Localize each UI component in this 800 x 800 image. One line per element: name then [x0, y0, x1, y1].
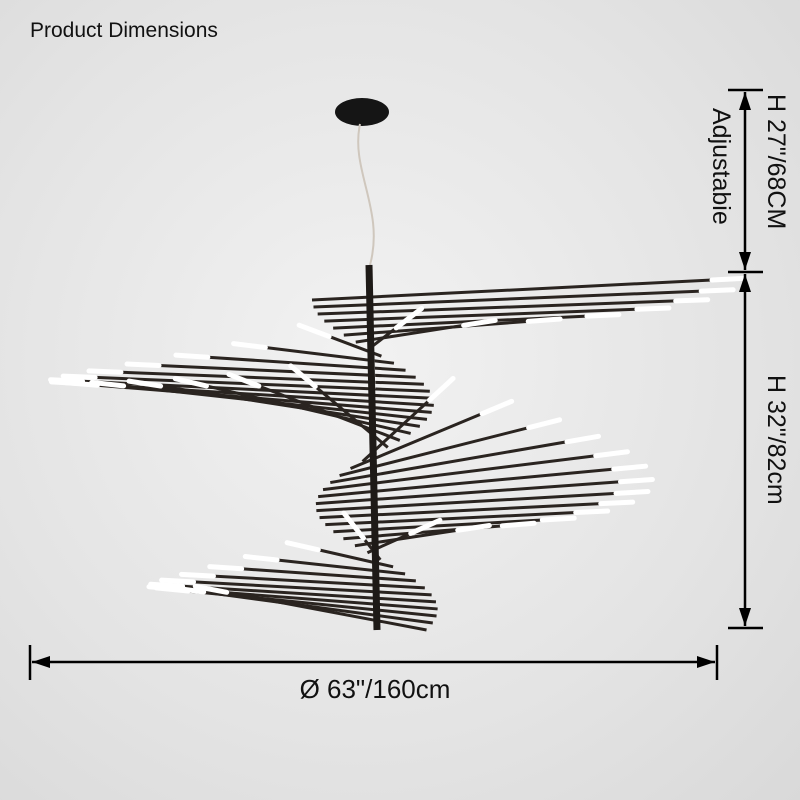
arrowheads: [32, 92, 751, 668]
chandelier-arms: [48, 275, 747, 632]
chandelier-arm: [120, 370, 424, 386]
led-light-tube: [288, 363, 318, 389]
led-light-tube: [148, 581, 186, 589]
led-light-tube: [584, 312, 622, 319]
chandelier-arm: [318, 467, 614, 499]
led-light-tube: [526, 417, 563, 431]
led-light-tube: [634, 305, 672, 312]
chandelier-arm: [324, 307, 637, 323]
led-light-tube: [172, 376, 209, 389]
chandelier-arm: [311, 278, 713, 302]
led-light-tube: [673, 297, 711, 304]
chandelier-arm: [276, 558, 406, 576]
led-light-tube: [226, 371, 262, 389]
chandelier-arm: [317, 299, 676, 316]
chandelier-arm: [206, 384, 411, 435]
led-light-tube: [179, 571, 216, 579]
led-light-tube: [159, 577, 197, 585]
led-light-tube: [169, 585, 207, 595]
chandelier-arm: [333, 518, 543, 534]
led-light-tube: [284, 540, 321, 553]
body-height-label: H 32"/82cm: [762, 375, 790, 505]
led-light-tube: [709, 275, 747, 283]
chandelier-arm: [213, 574, 425, 590]
led-light-tube: [461, 317, 498, 328]
chandelier-arm: [317, 548, 394, 569]
led-light-tube: [89, 379, 127, 389]
led-light-tube: [192, 583, 230, 595]
led-light-tube: [408, 517, 443, 536]
led-light-tube: [242, 554, 280, 563]
chandelier-arm: [182, 584, 437, 604]
led-light-tube: [564, 433, 602, 445]
suspension-cord: [357, 123, 375, 266]
led-light-tube: [525, 316, 563, 324]
led-light-tube: [86, 368, 124, 375]
led-light-tube: [126, 378, 164, 389]
chandelier-arm: [226, 590, 427, 632]
led-light-tube: [613, 489, 651, 496]
cord-height-label: H 27"/68CM: [762, 94, 790, 230]
led-light-tube: [593, 449, 630, 459]
page-title: Product Dimensions: [30, 19, 218, 42]
led-light-tube: [479, 398, 515, 417]
led-light-tube: [231, 341, 268, 350]
led-light-tube: [499, 520, 537, 529]
chandelier-arm: [193, 580, 432, 597]
led-light-tube: [393, 305, 425, 331]
led-light-tube: [611, 463, 649, 472]
led-light-tube: [207, 564, 245, 572]
led-light-tube: [539, 515, 577, 523]
chandelier-arm: [316, 491, 617, 513]
led-light-tube: [573, 508, 611, 516]
led-light-tube: [698, 287, 736, 294]
led-light-tube: [426, 375, 456, 403]
diameter-label: Ø 63"/160cm: [299, 674, 451, 704]
chandelier-arm: [241, 567, 416, 583]
led-light-tube: [618, 476, 655, 485]
chandelier-arm: [330, 440, 568, 485]
chandelier-arm: [203, 590, 433, 625]
led-light-tube: [598, 499, 636, 507]
led-light-tube: [296, 322, 332, 339]
central-rod: [365, 264, 381, 631]
chandelier-arm: [322, 454, 596, 492]
led-light-tube: [455, 522, 492, 533]
led-light-tube: [341, 510, 367, 541]
chandelier-arm: [313, 289, 702, 309]
led-light-tube: [124, 361, 162, 368]
led-light-tube: [173, 352, 211, 360]
chandelier-arm: [325, 511, 576, 527]
chandelier-arm: [258, 384, 401, 442]
cord-adjustable-label: Adjustabie: [707, 108, 735, 225]
led-light-tube: [60, 373, 98, 380]
ceiling-canopy: [335, 98, 389, 126]
chandelier-arm: [315, 480, 621, 506]
chandelier-arm: [319, 502, 601, 520]
dimension-lines: [28, 88, 763, 680]
